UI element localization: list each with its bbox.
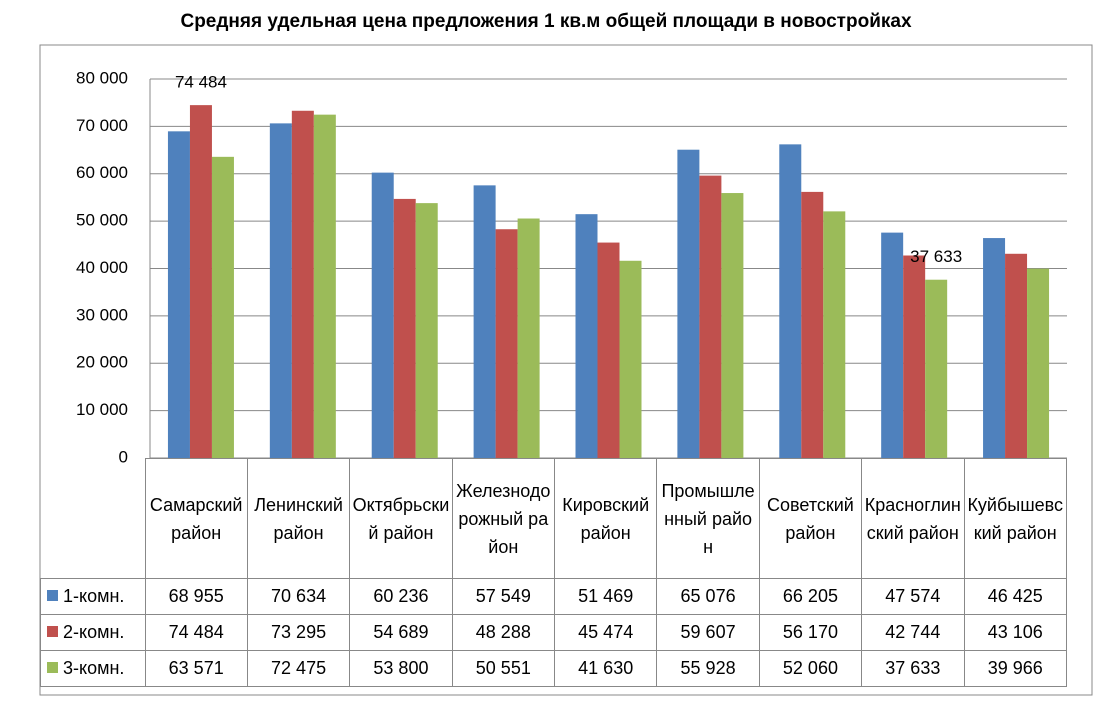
- table-value: 65 076: [656, 578, 760, 615]
- legend-entry: 1-комн.: [40, 578, 146, 615]
- y-tick-label: 10 000: [76, 400, 128, 419]
- table-value: 70 634: [246, 578, 351, 615]
- table-value: 74 484: [144, 614, 248, 651]
- table-value: 50 551: [451, 650, 556, 687]
- bar: [619, 260, 642, 458]
- bar: [903, 255, 926, 458]
- bar: [473, 185, 496, 458]
- legend-swatch: [47, 626, 58, 637]
- table-value: 72 475: [246, 650, 351, 687]
- table-value: 53 800: [349, 650, 453, 687]
- category-label: Ленинский район: [246, 458, 351, 579]
- category-label: Куйбышевский район: [963, 458, 1067, 579]
- bar: [801, 191, 824, 458]
- table-value: 42 744: [861, 614, 965, 651]
- table-value: 43 106: [963, 614, 1067, 651]
- table-value: 66 205: [758, 578, 863, 615]
- legend-label: 3-комн.: [63, 658, 125, 678]
- y-tick-label: 80 000: [76, 68, 128, 87]
- table-value: 57 549: [451, 578, 556, 615]
- y-tick-label: 70 000: [76, 116, 128, 135]
- bar: [189, 105, 212, 458]
- legend-label: 2-комн.: [63, 622, 125, 642]
- bar: [393, 198, 416, 458]
- bar: [823, 211, 846, 458]
- y-tick-label: 0: [119, 447, 128, 466]
- category-label: Самарский район: [144, 458, 248, 579]
- table-value: 59 607: [656, 614, 760, 651]
- bar: [881, 232, 904, 458]
- legend-label: 1-комн.: [63, 586, 125, 606]
- table-value: 52 060: [758, 650, 863, 687]
- table-value: 41 630: [553, 650, 658, 687]
- category-label: Советский район: [758, 458, 863, 579]
- bar: [167, 131, 190, 458]
- table-value: 68 955: [144, 578, 248, 615]
- table-value: 37 633: [861, 650, 965, 687]
- table-value: 47 574: [861, 578, 965, 615]
- bar: [495, 229, 518, 458]
- table-value: 39 966: [963, 650, 1067, 687]
- bar: [371, 172, 394, 458]
- bar: [291, 110, 314, 458]
- bar: [925, 279, 948, 458]
- y-tick-label: 20 000: [76, 353, 128, 372]
- data-label: 37 633: [910, 247, 962, 266]
- category-label: Железнодорожный район: [451, 458, 556, 579]
- table-value: 48 288: [451, 614, 556, 651]
- bar: [721, 193, 744, 458]
- y-tick-label: 50 000: [76, 211, 128, 230]
- table-value: 54 689: [349, 614, 453, 651]
- legend-entry: 3-комн.: [40, 650, 146, 687]
- y-tick-label: 30 000: [76, 305, 128, 324]
- table-header-row: Самарский район Ленинский район Октябрьски…: [40, 458, 1067, 579]
- bar: [983, 238, 1006, 458]
- bar: [575, 214, 598, 458]
- table-value: 73 295: [246, 614, 351, 651]
- bar: [1027, 268, 1050, 458]
- bar: [211, 156, 234, 458]
- category-label: Кировский район: [553, 458, 658, 579]
- y-tick-label: 60 000: [76, 163, 128, 182]
- table-value: 56 170: [758, 614, 863, 651]
- chart-border: [39, 44, 1093, 696]
- bar: [779, 144, 802, 458]
- table-value: 55 928: [656, 650, 760, 687]
- bar: [699, 175, 722, 459]
- y-tick-label: 40 000: [76, 258, 128, 277]
- bar: [269, 123, 292, 458]
- legend-swatch: [47, 662, 58, 673]
- table-value: 45 474: [553, 614, 658, 651]
- bar: [1005, 253, 1028, 458]
- data-label: 74 484: [175, 73, 227, 92]
- table-value: 51 469: [553, 578, 658, 615]
- chart-title: Средняя удельная цена предложения 1 кв.м…: [180, 11, 911, 32]
- bar: [597, 242, 620, 458]
- category-label: Промышленный район: [656, 458, 760, 579]
- table-row: 2-комн. 74 484 73 295 54 689 48 288 45 474 59 …: [40, 614, 1067, 651]
- table-row: 1-комн. 68 955 70 634 60 236 57 549 51 469 65 …: [40, 578, 1067, 615]
- table-value: 60 236: [349, 578, 453, 615]
- category-label: Красноглинский район: [861, 458, 965, 579]
- category-label: Октябрьский район: [349, 458, 453, 579]
- table-value: 46 425: [963, 578, 1067, 615]
- table-row: 3-комн. 63 571 72 475 53 800 50 551 41 630 55 …: [40, 650, 1067, 687]
- table-value: 63 571: [144, 650, 248, 687]
- bar: [517, 218, 540, 458]
- table-corner: [40, 458, 146, 579]
- legend-swatch: [47, 590, 58, 601]
- bar: [313, 114, 336, 458]
- bar: [677, 149, 700, 458]
- data-table: Самарский район Ленинский район Октябрьски…: [40, 458, 1067, 687]
- legend-entry: 2-комн.: [40, 614, 146, 651]
- bar: [415, 203, 438, 458]
